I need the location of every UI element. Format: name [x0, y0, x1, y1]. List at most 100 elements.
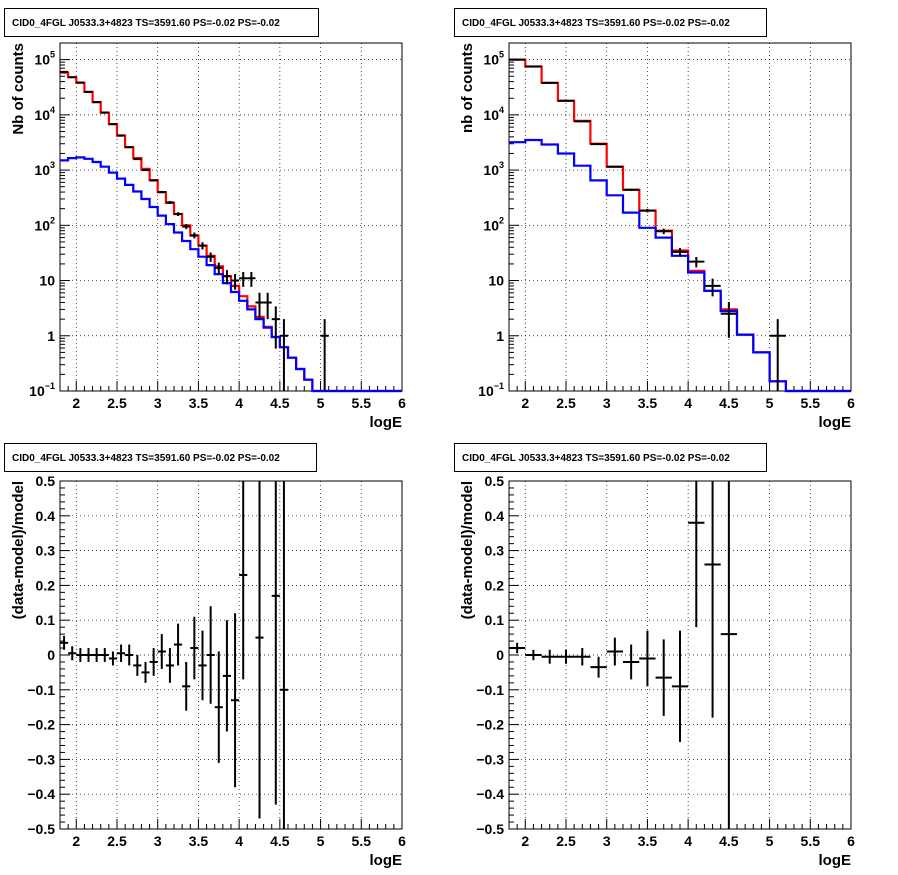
y-tick-label: −0.4	[27, 786, 55, 802]
x-tick-label: 3	[603, 833, 611, 849]
x-tick-label: 2.5	[556, 395, 576, 411]
y-tick-label: 10−1	[29, 381, 55, 399]
x-tick-label: 2	[521, 395, 529, 411]
x-tick-label: 3.5	[638, 833, 658, 849]
x-tick-label: 3	[154, 395, 162, 411]
chart-title: CID0_4FGL J0533.3+4823 TS=3591.60 PS=-0.…	[462, 453, 730, 464]
x-tick-label: 3.5	[189, 395, 209, 411]
y-tick-label: 1	[47, 328, 55, 344]
chart-panel-1: CID0_4FGL J0533.3+4823 TS=3591.60 PS=-0.…	[4, 8, 406, 431]
x-tick-label: 5	[317, 395, 325, 411]
y-tick-label: −0.3	[476, 751, 504, 767]
y-tick-label: 103	[34, 160, 55, 178]
x-tick-label: 5	[766, 395, 774, 411]
x-tick-label: 2.5	[556, 833, 576, 849]
y-axis-label: nb of counts	[459, 43, 476, 133]
x-tick-label: 5.5	[352, 395, 372, 411]
x-tick-label: 3.5	[189, 833, 209, 849]
x-tick-label: 4	[235, 395, 243, 411]
y-tick-label: 0.3	[485, 543, 505, 559]
x-tick-label: 4.5	[719, 833, 739, 849]
y-tick-label: 0.4	[485, 508, 505, 524]
plot-frame	[59, 42, 403, 392]
chart-panel-4: CID0_4FGL J0533.3+4823 TS=3591.60 PS=-0.…	[454, 443, 855, 869]
y-axis-label: Nb of counts	[10, 43, 27, 135]
series-line-red	[60, 71, 402, 393]
plot-frame	[59, 480, 403, 830]
y-tick-label: 0.1	[36, 612, 56, 628]
y-tick-label: 0.5	[36, 473, 56, 489]
x-axis-label: logE	[819, 852, 852, 869]
x-tick-label: 4.5	[270, 833, 290, 849]
chart-title: CID0_4FGL J0533.3+4823 TS=3591.60 PS=-0.…	[462, 18, 730, 29]
series-line-red	[509, 58, 851, 393]
y-tick-label: 0.4	[36, 508, 56, 524]
y-tick-label: 0.2	[485, 577, 505, 593]
series-line-blue	[509, 138, 851, 393]
y-tick-label: 102	[483, 215, 504, 233]
y-tick-label: 104	[34, 105, 55, 123]
x-axis-label: logE	[370, 852, 403, 869]
x-tick-label: 2	[521, 833, 529, 849]
y-tick-label: 10	[488, 273, 504, 289]
y-tick-label: −0.1	[27, 682, 55, 698]
plot-frame	[508, 42, 852, 392]
x-tick-label: 6	[847, 395, 855, 411]
chart-title: CID0_4FGL J0533.3+4823 TS=3591.60 PS=-0.…	[12, 453, 280, 464]
x-tick-label: 2.5	[107, 395, 127, 411]
title-box	[454, 443, 767, 472]
chart-panel-3: CID0_4FGL J0533.3+4823 TS=3591.60 PS=-0.…	[4, 443, 406, 869]
y-tick-label: 103	[483, 160, 504, 178]
x-tick-label: 4.5	[270, 395, 290, 411]
y-tick-label: 0	[47, 647, 55, 663]
chart-panel-2: CID0_4FGL J0533.3+4823 TS=3591.60 PS=-0.…	[454, 8, 855, 431]
y-tick-label: 1	[496, 328, 504, 344]
x-tick-label: 2.5	[107, 833, 127, 849]
title-box	[4, 443, 317, 472]
y-tick-label: 105	[483, 50, 504, 68]
x-tick-label: 4	[684, 395, 692, 411]
x-tick-label: 3.5	[638, 395, 658, 411]
y-tick-label: 0	[496, 647, 504, 663]
y-axis-label: (data-model)/model	[459, 481, 476, 619]
x-tick-label: 2	[72, 395, 80, 411]
x-tick-label: 5.5	[352, 833, 372, 849]
x-tick-label: 6	[398, 395, 406, 411]
y-tick-label: −0.5	[476, 821, 504, 837]
x-tick-label: 3	[603, 395, 611, 411]
x-tick-label: 5	[766, 833, 774, 849]
y-tick-label: −0.1	[476, 682, 504, 698]
x-tick-label: 4.5	[719, 395, 739, 411]
y-tick-label: 10	[39, 273, 55, 289]
chart-title: CID0_4FGL J0533.3+4823 TS=3591.60 PS=-0.…	[12, 18, 280, 29]
y-tick-label: −0.5	[27, 821, 55, 837]
x-tick-label: 4	[684, 833, 692, 849]
title-box	[454, 8, 767, 37]
x-axis-label: logE	[370, 414, 403, 431]
x-tick-label: 5	[317, 833, 325, 849]
x-tick-label: 2	[72, 833, 80, 849]
y-tick-label: 105	[34, 50, 55, 68]
y-tick-label: 0.3	[36, 543, 56, 559]
y-tick-label: 0.2	[36, 577, 56, 593]
x-tick-label: 5.5	[801, 395, 821, 411]
x-tick-label: 3	[154, 833, 162, 849]
y-tick-label: 104	[483, 105, 504, 123]
y-axis-label: (data-model)/model	[10, 481, 27, 619]
y-tick-label: 0.1	[485, 612, 505, 628]
y-tick-label: 10−1	[478, 381, 504, 399]
y-tick-label: 0.5	[485, 473, 505, 489]
x-tick-label: 6	[398, 833, 406, 849]
y-tick-label: −0.2	[476, 717, 504, 733]
y-tick-label: −0.2	[27, 717, 55, 733]
series-line-blue	[60, 156, 402, 393]
y-tick-label: 102	[34, 215, 55, 233]
y-tick-label: −0.3	[27, 751, 55, 767]
title-box	[4, 8, 319, 37]
y-tick-label: −0.4	[476, 786, 504, 802]
x-tick-label: 4	[235, 833, 243, 849]
x-tick-label: 5.5	[801, 833, 821, 849]
x-tick-label: 6	[847, 833, 855, 849]
x-axis-label: logE	[819, 414, 852, 431]
